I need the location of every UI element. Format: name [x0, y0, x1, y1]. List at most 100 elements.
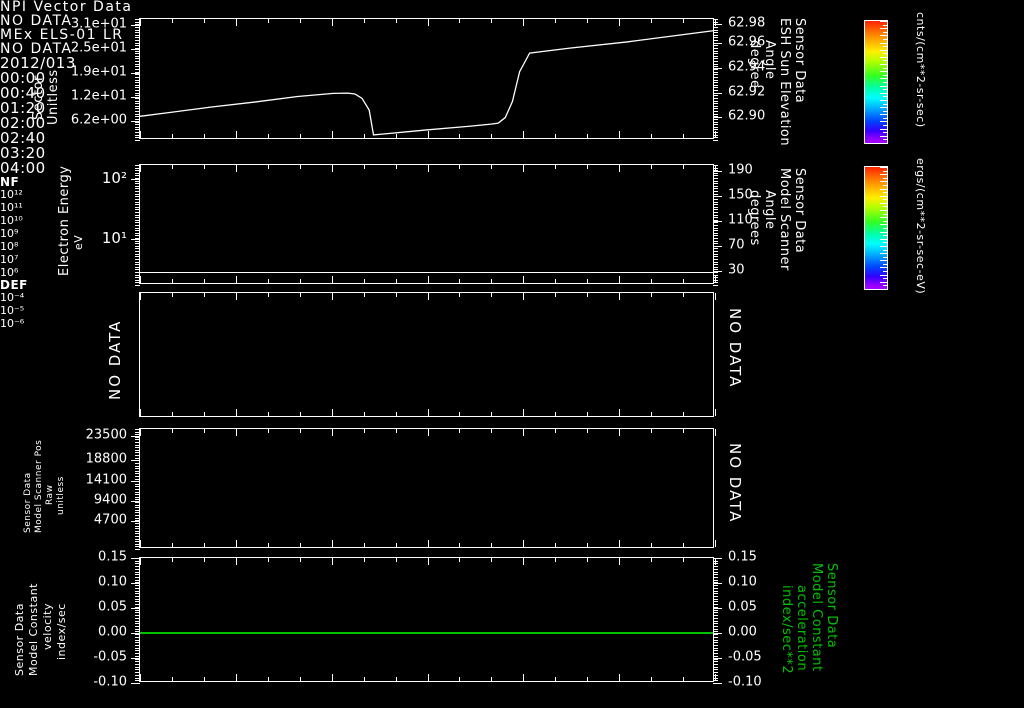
y-tick-minor — [135, 530, 140, 532]
y-tick-major — [713, 117, 722, 119]
y-tick-minor — [713, 264, 718, 266]
x-tick-major — [427, 409, 429, 416]
y-tick-major — [713, 683, 722, 684]
y-tick-minor — [135, 642, 140, 644]
panel-npi-right-ytick-label: 62.96 — [728, 34, 766, 50]
y-tick-minor — [713, 53, 718, 55]
colorbar-tick — [880, 188, 887, 190]
xaxis-date-label: 2012/013 — [0, 54, 76, 72]
colorbar-nf-tick-label: 10⁷ — [0, 253, 19, 266]
y-tick-minor — [713, 87, 718, 89]
panel-els-right-ytick-label: 30 — [728, 262, 745, 278]
y-tick-minor — [135, 277, 140, 279]
y-tick-minor — [135, 653, 140, 655]
y-tick-minor — [713, 279, 718, 281]
y-tick-minor — [135, 631, 140, 633]
colorbar-tick — [880, 42, 887, 44]
x-tick-minor — [459, 677, 461, 681]
y-tick-minor — [135, 178, 140, 180]
panel-npi-ytick-label: 3.1e+01 — [70, 16, 127, 32]
y-tick-minor — [713, 256, 718, 258]
x-tick-major — [235, 165, 237, 172]
x-tick-minor — [203, 134, 205, 138]
y-tick-minor — [135, 225, 140, 226]
y-tick-minor — [135, 248, 140, 250]
x-tick-minor — [203, 19, 205, 23]
y-tick-major — [131, 521, 140, 523]
x-tick-minor — [395, 677, 397, 681]
x-tick-minor — [395, 412, 397, 416]
x-tick-major — [427, 674, 429, 681]
y-tick-minor — [135, 623, 140, 625]
panel-npi-right-title: NO DATA — [0, 13, 73, 29]
x-tick-minor — [459, 19, 461, 23]
x-tick-major — [619, 165, 621, 172]
y-tick-minor — [713, 628, 718, 630]
panel-scanner-pos-ytick-label: 9400 — [93, 492, 127, 508]
colorbar-nf-tick-label: 10¹⁰ — [0, 214, 23, 227]
y-tick-minor — [135, 647, 140, 649]
y-tick-minor — [135, 663, 140, 665]
panel-velocity-ytick-label: 0.15 — [98, 549, 127, 565]
y-tick-major — [131, 25, 140, 27]
colorbar-tick — [883, 263, 887, 265]
y-tick-minor — [713, 61, 718, 63]
panel-els-right-ytick-label: 190 — [728, 162, 753, 178]
y-tick-minor — [135, 628, 140, 630]
colorbar-tick — [880, 274, 887, 276]
x-tick-major — [715, 131, 716, 138]
y-tick-minor — [713, 566, 718, 568]
y-tick-minor — [135, 211, 140, 213]
x-tick-major — [523, 276, 525, 283]
y-tick-minor — [135, 71, 140, 73]
x-tick-major — [140, 429, 141, 436]
x-tick-major — [523, 131, 525, 138]
y-tick-minor — [135, 245, 140, 247]
colorbar-tick — [880, 281, 887, 283]
y-tick-minor — [135, 45, 140, 47]
y-tick-major — [713, 171, 722, 173]
colorbar-nf-tick-label: 10⁹ — [0, 227, 19, 240]
y-tick-minor — [713, 113, 718, 115]
colorbar-def — [864, 166, 888, 290]
y-tick-minor — [135, 644, 140, 646]
panel-npi-title: NPI Vector Data — [0, 0, 133, 15]
x-tick-minor — [363, 293, 365, 297]
x-tick-major — [715, 429, 716, 436]
y-tick-minor — [713, 126, 718, 128]
y-tick-minor — [135, 491, 140, 493]
y-tick-minor — [135, 165, 140, 166]
colorbar-tick — [883, 170, 887, 172]
x-tick-minor — [299, 677, 301, 681]
x-tick-minor — [459, 293, 461, 297]
y-tick-minor — [135, 615, 140, 617]
y-tick-minor — [135, 429, 140, 430]
y-tick-minor — [135, 541, 140, 543]
x-tick-major — [331, 409, 333, 416]
x-tick-minor — [587, 429, 589, 433]
y-tick-minor — [713, 175, 718, 177]
y-tick-minor — [713, 563, 718, 565]
x-tick-minor — [203, 293, 205, 297]
y-tick-minor — [135, 593, 140, 595]
y-tick-minor — [713, 261, 718, 263]
y-tick-major — [713, 608, 722, 609]
y-tick-minor — [135, 274, 140, 276]
constant-velocity-zero-line — [140, 632, 713, 634]
y-tick-minor — [135, 549, 140, 550]
y-tick-major — [131, 97, 140, 99]
y-tick-minor — [135, 475, 140, 477]
y-tick-minor — [135, 468, 140, 470]
y-tick-major — [713, 221, 722, 223]
y-tick-minor — [713, 95, 718, 97]
x-tick-minor — [491, 412, 493, 416]
y-tick-minor — [135, 21, 140, 23]
y-tick-minor — [713, 650, 718, 652]
x-tick-minor — [459, 558, 461, 562]
y-tick-minor — [135, 577, 140, 579]
panel-els-rlabel-3: Angle — [762, 190, 777, 230]
y-tick-minor — [713, 84, 718, 86]
y-tick-minor — [135, 185, 140, 187]
x-tick-minor — [491, 19, 493, 23]
colorbar-tick — [883, 67, 887, 69]
